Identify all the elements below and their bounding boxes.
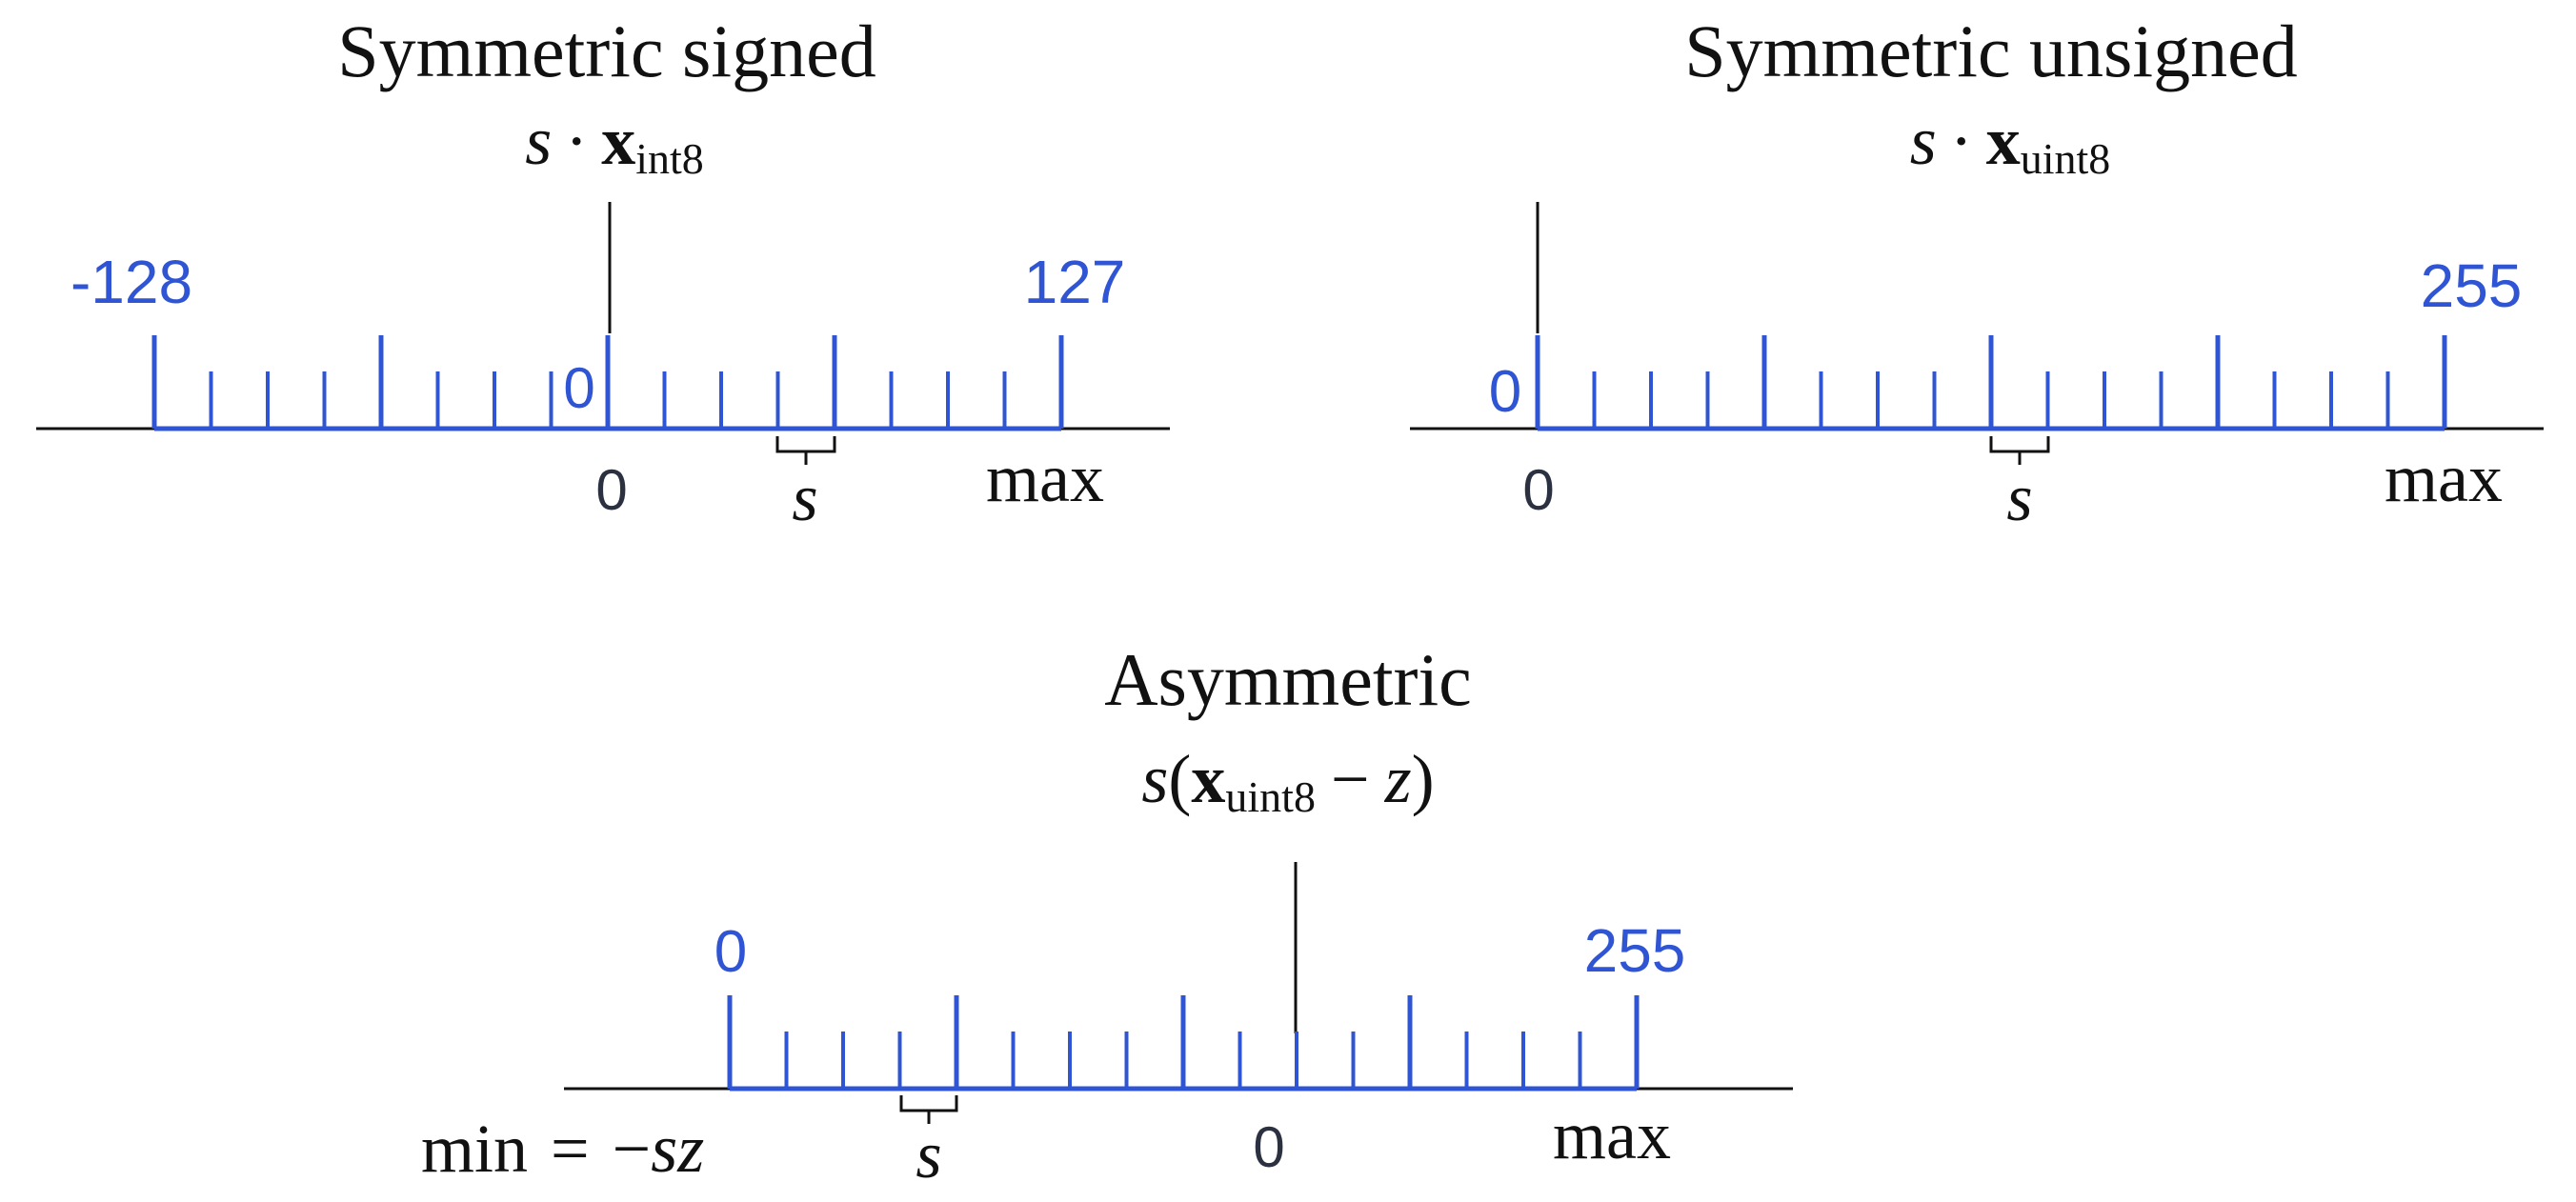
unsigned-range-max: 255 — [2421, 251, 2523, 320]
panel-symmetric-unsigned: Symmetric unsigned s · xuint8 0 255 0 s ma… — [1410, 10, 2544, 535]
panel-asymmetric: Asymmetric s(xuint8− z) 0 255 0 s max min… — [421, 638, 1793, 1192]
signed-step-label: s — [792, 462, 817, 535]
unsigned-step-brace — [1989, 436, 2050, 465]
signed-ticks — [151, 335, 1064, 431]
asymmetric-real-max: max — [1553, 1097, 1671, 1173]
asymmetric-formula: s(xuint8− z) — [1141, 741, 1434, 821]
asymmetric-step-label: s — [916, 1119, 941, 1192]
unsigned-formula: s · xuint8 — [1910, 103, 2111, 183]
unsigned-ticks — [1535, 335, 2447, 431]
asymmetric-real-min: min = −sz — [421, 1111, 704, 1187]
signed-zero-code: 0 — [563, 356, 594, 420]
unsigned-step-label: s — [2006, 462, 2032, 535]
signed-range-max: 127 — [1024, 248, 1126, 316]
panel-symmetric-signed: Symmetric signed s · xint8 -128 127 0 0 s … — [36, 10, 1170, 535]
asymmetric-range-max: 255 — [1584, 916, 1686, 985]
signed-title: Symmetric signed — [337, 10, 875, 92]
signed-real-max: max — [986, 440, 1104, 516]
asymmetric-real-zero: 0 — [1253, 1115, 1284, 1179]
signed-real-zero: 0 — [595, 458, 627, 522]
unsigned-real-zero: 0 — [1522, 458, 1554, 522]
unsigned-real-max: max — [2385, 440, 2503, 516]
unsigned-title: Symmetric unsigned — [1684, 10, 2297, 92]
signed-step-brace — [775, 436, 836, 465]
signed-range-min: -128 — [70, 248, 192, 316]
asymmetric-ticks — [727, 995, 1640, 1092]
unsigned-range-min: 0 — [1489, 359, 1521, 425]
asymmetric-step-brace — [899, 1095, 958, 1124]
asymmetric-range-min: 0 — [714, 919, 747, 985]
signed-formula: s · xint8 — [525, 103, 704, 183]
asymmetric-title: Asymmetric — [1104, 638, 1472, 721]
